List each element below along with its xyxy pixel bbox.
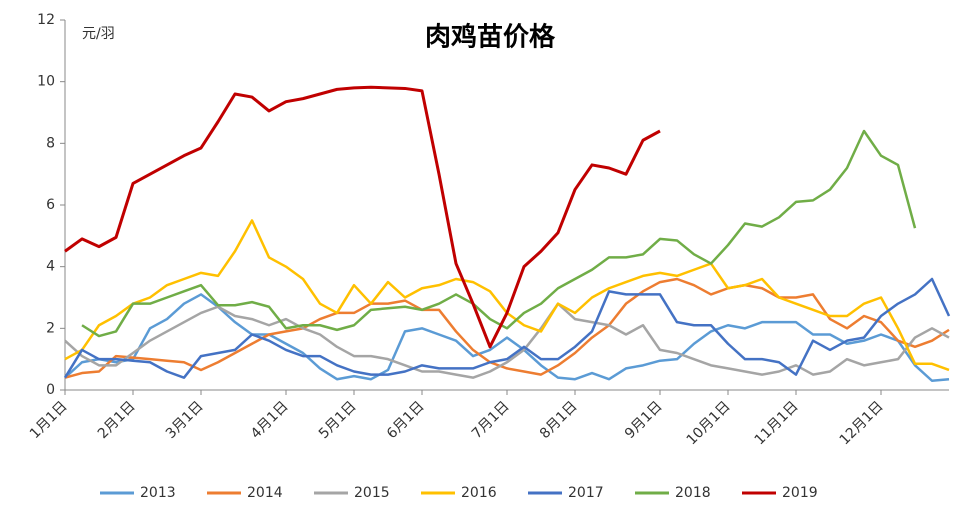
- legend-label: 2018: [675, 485, 711, 501]
- series-line: [64, 277, 950, 379]
- x-tick-label: 3月1日: [163, 398, 207, 442]
- y-tick-label: 12: [37, 12, 55, 28]
- x-tick-label: 12月1日: [837, 398, 887, 448]
- x-tick-label: 4月1日: [248, 398, 292, 442]
- y-axis-label: 元/羽: [82, 26, 115, 42]
- x-tick-label: 9月1日: [622, 398, 666, 442]
- legend-label: 2016: [461, 485, 497, 501]
- x-tick-label: 6月1日: [384, 398, 428, 442]
- x-tick-label: 2月1日: [95, 398, 139, 442]
- x-tick-label: 11月1日: [752, 398, 802, 448]
- series-line: [63, 277, 951, 379]
- y-tick-label: 8: [46, 135, 55, 151]
- y-tick-label: 10: [37, 74, 55, 90]
- y-tick-label: 4: [46, 259, 55, 275]
- legend-label: 2019: [782, 485, 818, 501]
- x-tick-label: 5月1日: [316, 398, 360, 442]
- series-line: [64, 85, 661, 349]
- y-tick-label: 0: [46, 382, 55, 398]
- series-line: [64, 302, 950, 379]
- series-line: [64, 293, 950, 382]
- y-tick-label: 6: [46, 197, 55, 213]
- legend-label: 2017: [568, 485, 604, 501]
- chart-title: 肉鸡苗价格: [425, 22, 556, 53]
- x-tick-label: 1月1日: [27, 398, 71, 442]
- legend-label: 2013: [140, 485, 176, 501]
- legend-label: 2015: [354, 485, 390, 501]
- series-line: [81, 129, 917, 338]
- y-tick-label: 2: [46, 320, 55, 336]
- x-tick-label: 8月1日: [537, 398, 581, 442]
- legend-label: 2014: [247, 485, 283, 501]
- x-tick-label: 7月1日: [469, 398, 513, 442]
- x-tick-label: 10月1日: [684, 398, 734, 448]
